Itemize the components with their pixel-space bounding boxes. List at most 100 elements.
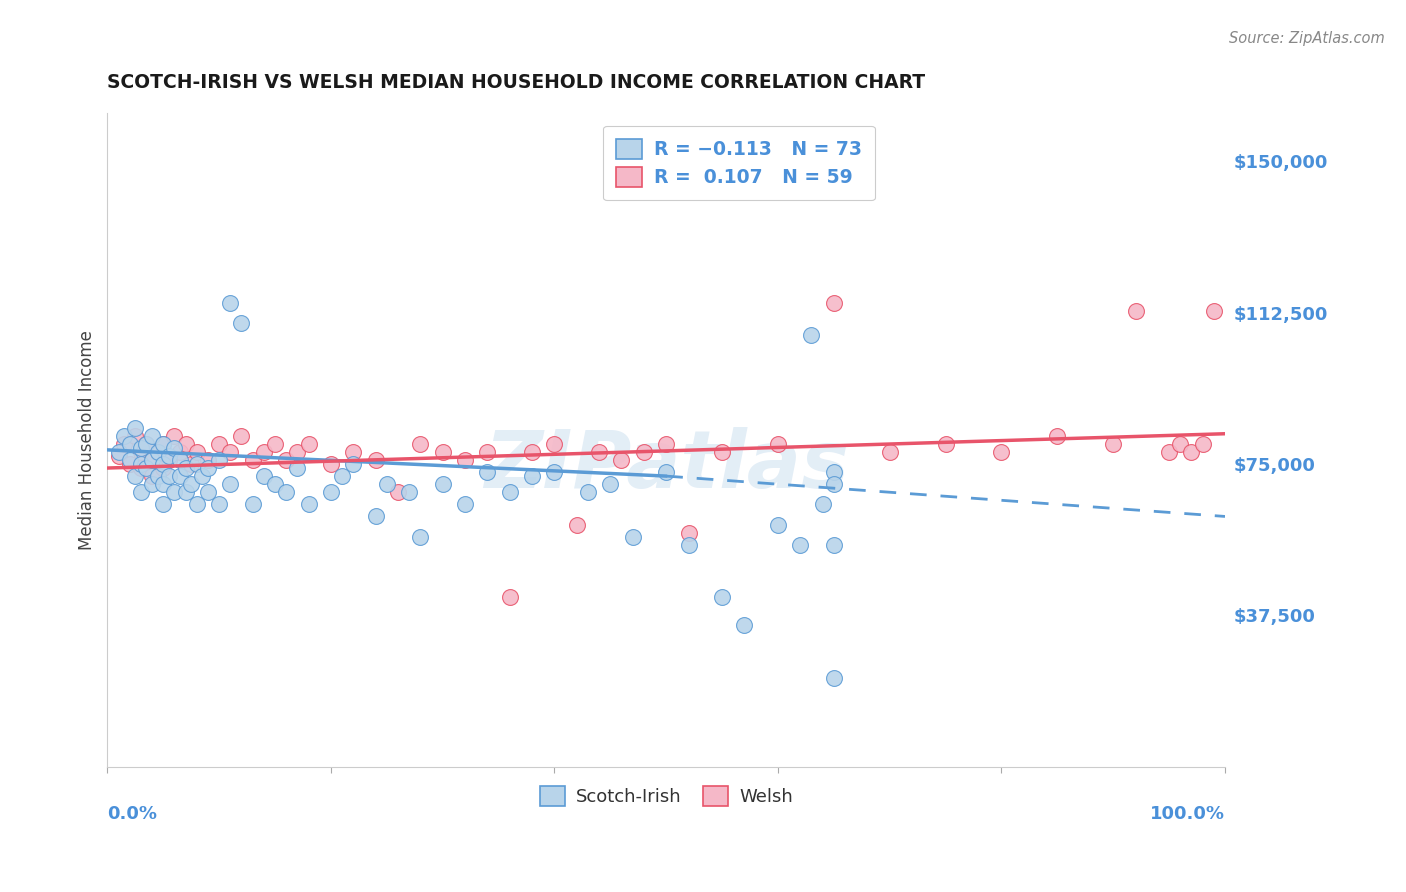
- Point: [191, 469, 214, 483]
- Y-axis label: Median Household Income: Median Household Income: [79, 330, 96, 549]
- Point: [432, 477, 454, 491]
- Point: [633, 445, 655, 459]
- Point: [409, 530, 432, 544]
- Point: [231, 316, 253, 330]
- Point: [387, 485, 409, 500]
- Point: [135, 461, 157, 475]
- Point: [375, 477, 398, 491]
- Legend: Scotch-Irish, Welsh: Scotch-Irish, Welsh: [533, 779, 800, 814]
- Point: [342, 457, 364, 471]
- Point: [135, 437, 157, 451]
- Point: [477, 465, 499, 479]
- Point: [297, 497, 319, 511]
- Point: [129, 485, 152, 500]
- Point: [520, 445, 543, 459]
- Point: [1125, 303, 1147, 318]
- Point: [823, 671, 845, 685]
- Point: [219, 477, 242, 491]
- Point: [499, 485, 522, 500]
- Point: [169, 469, 191, 483]
- Point: [1180, 445, 1202, 459]
- Point: [163, 441, 186, 455]
- Point: [186, 497, 208, 511]
- Point: [599, 477, 621, 491]
- Point: [129, 457, 152, 471]
- Point: [186, 457, 208, 471]
- Point: [118, 457, 141, 471]
- Point: [1046, 429, 1069, 443]
- Point: [157, 469, 180, 483]
- Point: [107, 445, 129, 459]
- Point: [287, 461, 309, 475]
- Point: [879, 445, 901, 459]
- Point: [152, 437, 174, 451]
- Point: [1159, 445, 1181, 459]
- Text: 0.0%: 0.0%: [107, 805, 157, 823]
- Point: [364, 453, 387, 467]
- Point: [231, 429, 253, 443]
- Point: [454, 497, 477, 511]
- Point: [520, 469, 543, 483]
- Point: [733, 618, 755, 632]
- Point: [186, 445, 208, 459]
- Point: [129, 461, 152, 475]
- Point: [174, 485, 197, 500]
- Point: [219, 445, 242, 459]
- Point: [1202, 303, 1225, 318]
- Point: [208, 437, 231, 451]
- Point: [141, 453, 163, 467]
- Text: SCOTCH-IRISH VS WELSH MEDIAN HOUSEHOLD INCOME CORRELATION CHART: SCOTCH-IRISH VS WELSH MEDIAN HOUSEHOLD I…: [107, 73, 925, 92]
- Point: [242, 453, 264, 467]
- Point: [152, 437, 174, 451]
- Point: [118, 437, 141, 451]
- Point: [319, 485, 342, 500]
- Point: [276, 485, 298, 500]
- Point: [499, 590, 522, 604]
- Point: [253, 445, 276, 459]
- Point: [107, 449, 129, 463]
- Point: [163, 429, 186, 443]
- Point: [823, 538, 845, 552]
- Point: [264, 477, 287, 491]
- Point: [823, 465, 845, 479]
- Point: [169, 445, 191, 459]
- Point: [146, 445, 169, 459]
- Point: [935, 437, 957, 451]
- Point: [146, 469, 169, 483]
- Point: [141, 477, 163, 491]
- Point: [135, 437, 157, 451]
- Point: [180, 457, 202, 471]
- Point: [118, 453, 141, 467]
- Point: [678, 525, 700, 540]
- Point: [174, 437, 197, 451]
- Point: [432, 445, 454, 459]
- Point: [124, 469, 146, 483]
- Point: [197, 461, 219, 475]
- Point: [112, 437, 135, 451]
- Point: [112, 429, 135, 443]
- Point: [152, 457, 174, 471]
- Text: ZIPatlas: ZIPatlas: [484, 427, 849, 505]
- Point: [174, 461, 197, 475]
- Point: [711, 445, 734, 459]
- Point: [342, 445, 364, 459]
- Point: [398, 485, 420, 500]
- Point: [152, 477, 174, 491]
- Point: [242, 497, 264, 511]
- Point: [152, 497, 174, 511]
- Point: [157, 449, 180, 463]
- Point: [789, 538, 811, 552]
- Text: Source: ZipAtlas.com: Source: ZipAtlas.com: [1229, 31, 1385, 46]
- Point: [141, 469, 163, 483]
- Point: [264, 437, 287, 451]
- Point: [129, 445, 152, 459]
- Point: [152, 461, 174, 475]
- Point: [655, 465, 678, 479]
- Point: [454, 453, 477, 467]
- Point: [197, 485, 219, 500]
- Point: [655, 437, 678, 451]
- Point: [208, 497, 231, 511]
- Point: [588, 445, 610, 459]
- Point: [287, 445, 309, 459]
- Point: [330, 469, 353, 483]
